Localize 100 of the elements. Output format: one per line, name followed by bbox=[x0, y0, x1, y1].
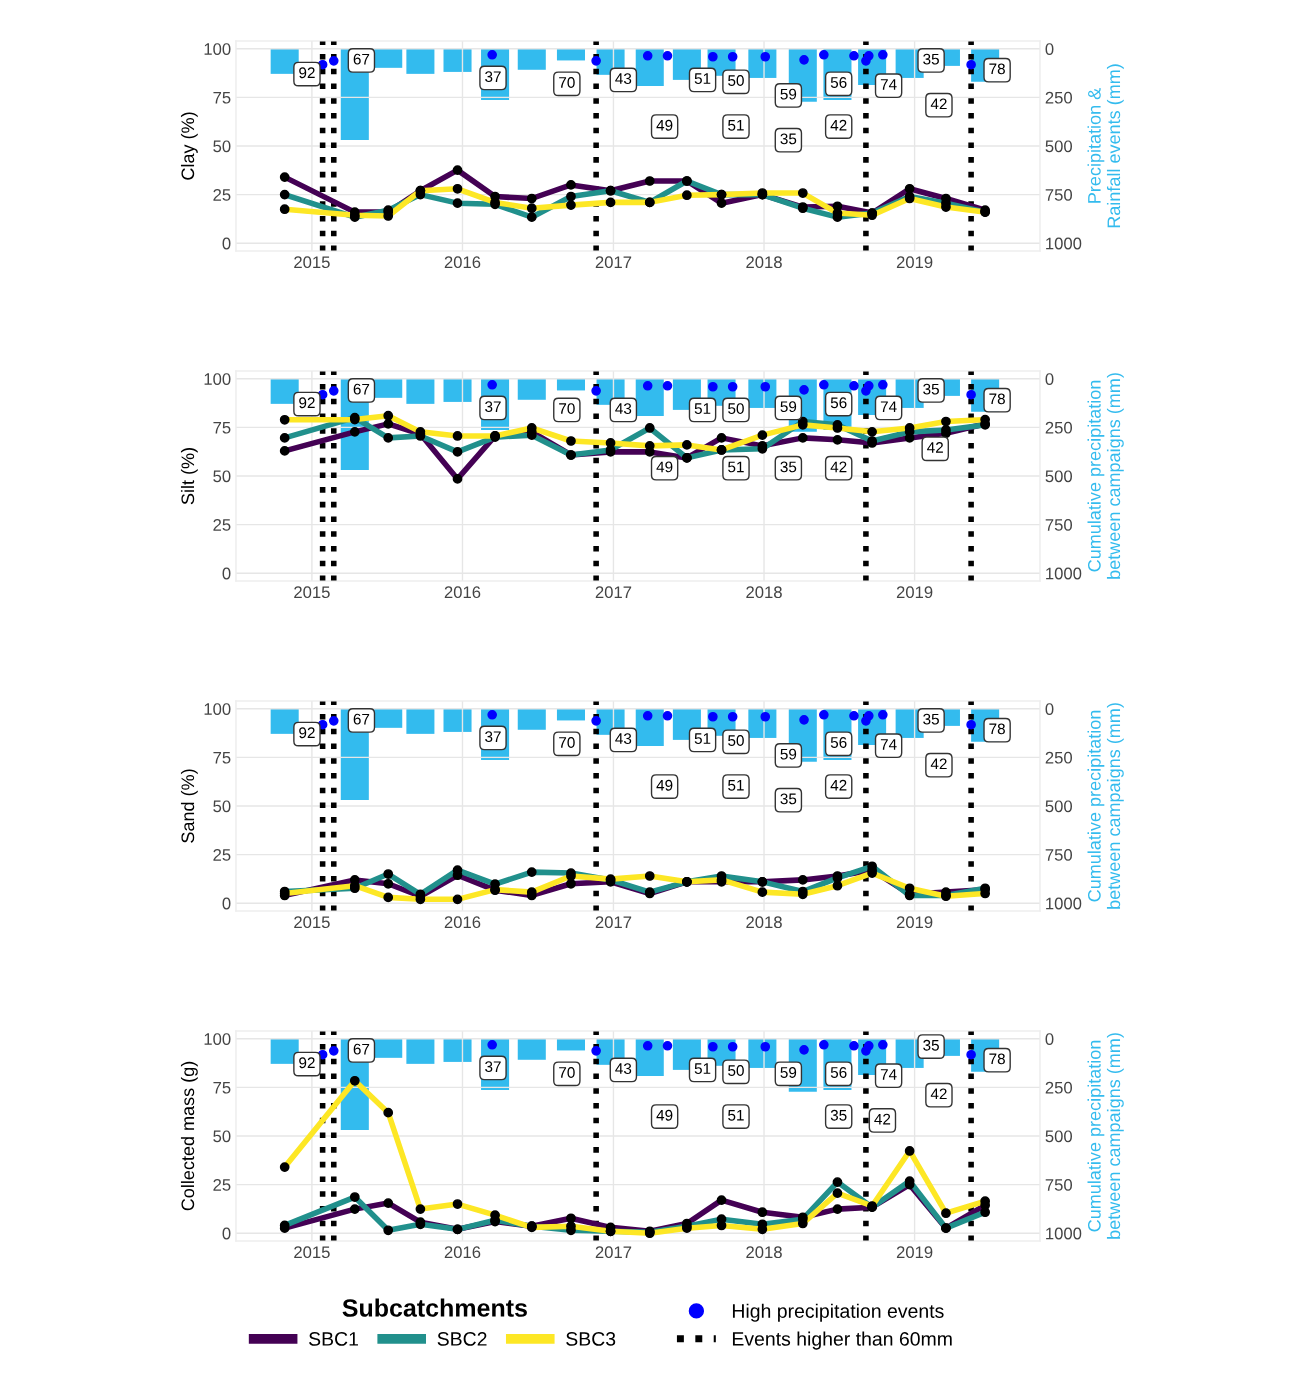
x-tick-label: 2017 bbox=[595, 1246, 632, 1259]
y-tick-label: 100 bbox=[204, 43, 231, 55]
annotation: 37 bbox=[485, 1061, 501, 1073]
annotation: 74 bbox=[880, 739, 897, 750]
x-tick-label: 2018 bbox=[746, 256, 782, 269]
legend-title: Subcatchments bbox=[342, 1298, 527, 1317]
annotation: 51 bbox=[694, 1063, 711, 1074]
y-tick-label: 0 bbox=[222, 237, 231, 250]
y2-axis-title: Cumulative precipitation between campaigns (mm) bbox=[1087, 373, 1124, 579]
annotation: 35 bbox=[923, 713, 939, 725]
annotation: 37 bbox=[485, 731, 501, 743]
legend-label: SBC1 bbox=[309, 1332, 358, 1346]
y-axis-title: Collected mass (g) bbox=[180, 1061, 198, 1211]
y2-tick-label: 500 bbox=[1045, 1130, 1073, 1143]
annotation: 42 bbox=[927, 442, 943, 453]
y2-tick-label: 0 bbox=[1045, 373, 1054, 385]
annotation: 35 bbox=[780, 461, 797, 473]
annotation: 43 bbox=[615, 73, 632, 84]
annotation: 49 bbox=[656, 779, 673, 791]
y2-tick-label: 1000 bbox=[1046, 237, 1082, 250]
y-tick-label: 0 bbox=[222, 567, 231, 580]
annotation: 56 bbox=[830, 397, 847, 409]
annotation: 51 bbox=[694, 73, 711, 84]
y-tick-label: 100 bbox=[204, 1033, 231, 1045]
annotation: 70 bbox=[559, 737, 575, 748]
annotation: 51 bbox=[728, 780, 744, 791]
y2-tick-label: 1000 bbox=[1046, 1227, 1082, 1240]
y2-tick-label: 250 bbox=[1045, 421, 1073, 434]
legend-label: High precipitation events bbox=[732, 1303, 944, 1322]
annotation: 78 bbox=[989, 1053, 1005, 1065]
annotation: 51 bbox=[694, 733, 711, 744]
x-tick-label: 2017 bbox=[595, 916, 632, 929]
annotation: 49 bbox=[656, 1109, 673, 1121]
annotation: 78 bbox=[989, 393, 1005, 405]
y-tick-label: 100 bbox=[204, 373, 231, 385]
x-tick-label: 2016 bbox=[444, 586, 481, 599]
y2-tick-label: 500 bbox=[1045, 800, 1073, 813]
y2-tick-label: 0 bbox=[1045, 43, 1054, 55]
annotation: 92 bbox=[299, 67, 315, 79]
y2-tick-label: 1000 bbox=[1046, 897, 1082, 910]
annotation: 37 bbox=[485, 71, 501, 83]
x-tick-label: 2016 bbox=[444, 916, 481, 929]
annotation: 43 bbox=[615, 403, 632, 414]
x-tick-label: 2018 bbox=[746, 916, 782, 929]
legend-label: Events higher than 60mm bbox=[732, 1331, 952, 1350]
x-tick-label: 2017 bbox=[595, 256, 632, 269]
annotation: 43 bbox=[615, 733, 632, 744]
annotation: 51 bbox=[728, 461, 744, 473]
annotation: 70 bbox=[559, 403, 575, 414]
y2-axis-title: Cumulative precipitation between campaigns (mm) bbox=[1087, 1033, 1124, 1239]
annotation: 59 bbox=[780, 88, 797, 100]
y-tick-label: 0 bbox=[222, 1227, 231, 1240]
y-tick-label: 50 bbox=[213, 1130, 231, 1143]
x-tick-label: 2015 bbox=[294, 916, 330, 929]
annotation: 56 bbox=[830, 77, 847, 88]
y2-tick-label: 0 bbox=[1045, 703, 1054, 715]
y-tick-label: 25 bbox=[213, 519, 231, 531]
annotation: 56 bbox=[830, 737, 847, 748]
annotation: 59 bbox=[780, 1067, 797, 1078]
annotation: 50 bbox=[728, 75, 744, 86]
y2-tick-label: 750 bbox=[1045, 189, 1073, 201]
annotation: 37 bbox=[485, 401, 501, 413]
y2-tick-label: 500 bbox=[1045, 140, 1073, 153]
x-tick-label: 2015 bbox=[294, 1246, 330, 1259]
y2-axis-title: Cumulative precipitation between campaigns (mm) bbox=[1087, 703, 1124, 909]
annotation: 42 bbox=[930, 1088, 947, 1100]
y2-tick-label: 250 bbox=[1045, 91, 1073, 104]
y2-tick-label: 1000 bbox=[1046, 567, 1082, 580]
y-tick-label: 50 bbox=[213, 140, 231, 153]
y2-axis-title: Precipitation & Rainfall events (mm) bbox=[1087, 64, 1124, 228]
annotation: 35 bbox=[830, 1109, 847, 1121]
y2-tick-label: 250 bbox=[1045, 751, 1073, 764]
y-tick-label: 75 bbox=[213, 1081, 231, 1094]
annotation: 67 bbox=[353, 1043, 370, 1055]
annotation: 74 bbox=[880, 401, 897, 412]
y2-tick-label: 750 bbox=[1045, 519, 1073, 531]
annotation: 42 bbox=[830, 779, 847, 791]
annotation: 67 bbox=[353, 383, 370, 395]
annotation: 42 bbox=[830, 461, 847, 473]
annotation: 42 bbox=[930, 98, 947, 110]
y-tick-label: 50 bbox=[213, 800, 231, 813]
annotation: 74 bbox=[880, 79, 897, 90]
x-tick-label: 2019 bbox=[896, 916, 933, 929]
y2-tick-label: 500 bbox=[1045, 470, 1073, 483]
annotation: 59 bbox=[780, 748, 797, 760]
annotation: 42 bbox=[830, 119, 847, 131]
x-tick-label: 2018 bbox=[746, 1246, 782, 1259]
annotation: 50 bbox=[728, 1065, 744, 1076]
y-tick-label: 25 bbox=[213, 1179, 231, 1191]
annotation: 49 bbox=[656, 119, 673, 131]
y2-tick-label: 250 bbox=[1045, 1081, 1073, 1094]
annotation: 35 bbox=[780, 133, 797, 145]
y-tick-label: 25 bbox=[213, 849, 231, 861]
annotation: 49 bbox=[656, 461, 673, 473]
annotation: 35 bbox=[923, 383, 939, 395]
annotation: 51 bbox=[694, 403, 711, 414]
y2-tick-label: 0 bbox=[1045, 1033, 1054, 1045]
x-tick-label: 2015 bbox=[294, 586, 330, 599]
annotation: 67 bbox=[353, 713, 370, 725]
y2-tick-label: 750 bbox=[1045, 849, 1073, 861]
